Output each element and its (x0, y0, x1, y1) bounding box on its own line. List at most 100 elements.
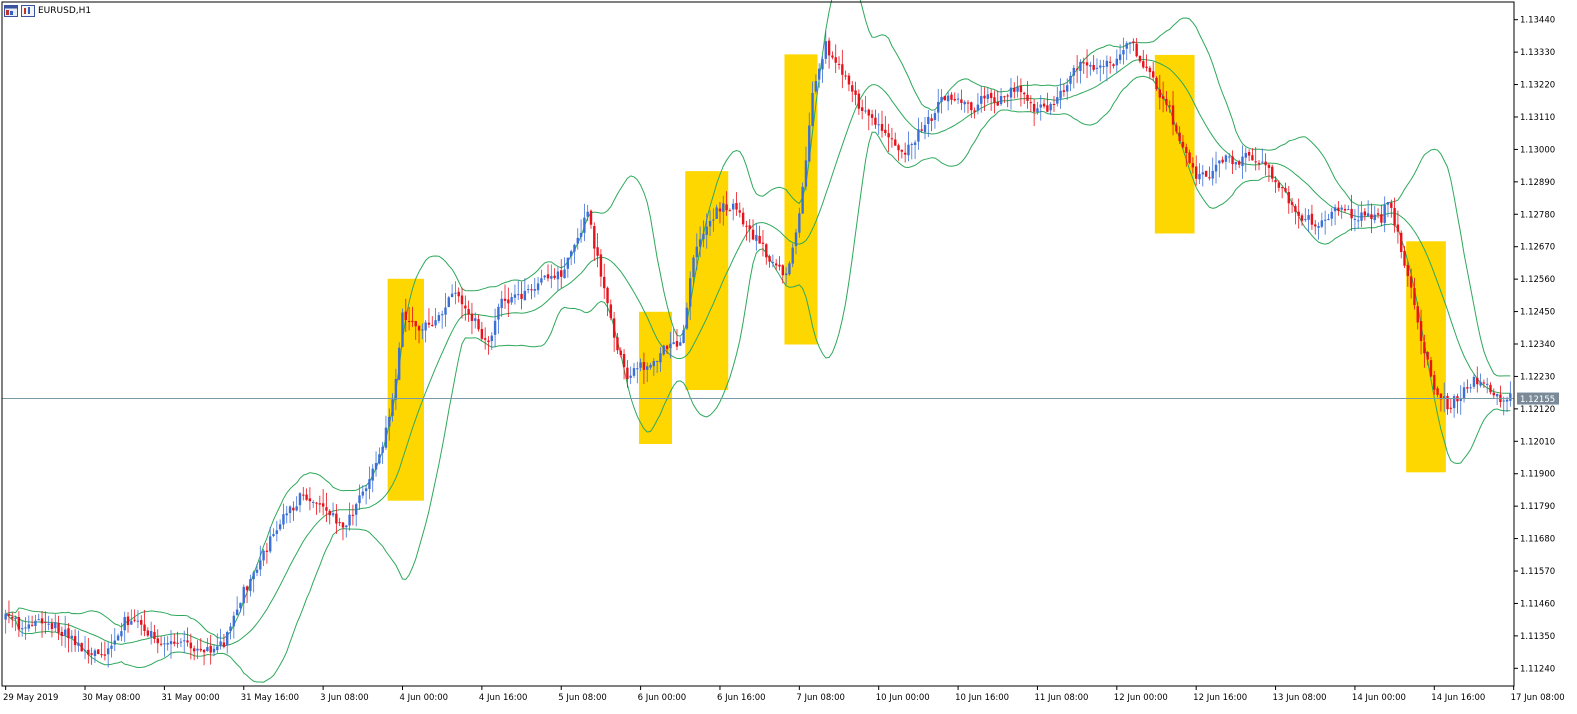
candle-body (183, 640, 186, 642)
candle-body (143, 624, 146, 631)
y-tick-label: 1.12230 (1520, 372, 1555, 382)
candle-body (7, 613, 11, 616)
candle-body (1264, 161, 1267, 166)
candle-body (1066, 85, 1069, 92)
candle-body (543, 275, 546, 278)
candle-body (814, 81, 818, 92)
candle-body (196, 648, 199, 651)
candle-body (345, 525, 348, 528)
candle-body (745, 225, 748, 227)
candle-body (510, 297, 513, 303)
candle-body (285, 513, 288, 516)
candle-body (1049, 103, 1052, 111)
candle-body (424, 322, 427, 331)
candle-body (1079, 61, 1082, 71)
candle-body (113, 640, 116, 645)
candle-body (930, 118, 933, 121)
candle-body (255, 569, 259, 573)
candle-body (434, 320, 437, 326)
candle-body (1185, 147, 1188, 153)
candle-body (1032, 104, 1036, 112)
x-tick-label: 31 May 00:00 (161, 693, 219, 703)
axes-layer: 1.13440 1.13330 1.13220 1.13110 1.13000 1.128… (1, 1, 1565, 703)
current-price-tag (1517, 392, 1559, 405)
candle-body (1016, 86, 1019, 92)
candle-body (202, 649, 206, 653)
y-tick-label: 1.13110 (1520, 113, 1555, 123)
chart-title-bar: EURUSD,H1 (4, 3, 91, 19)
candle-body (1214, 164, 1218, 172)
candle-body (1042, 103, 1046, 107)
y-tick-label: 1.11460 (1520, 599, 1555, 609)
candle-body (229, 626, 232, 631)
candle-body (50, 623, 54, 629)
y-tick-label: 1.13220 (1520, 81, 1555, 91)
candle-body (1380, 214, 1383, 223)
candle-body (232, 615, 236, 627)
highlight-box (1406, 241, 1446, 473)
candle-body (738, 210, 742, 213)
candle-body (662, 345, 665, 355)
candle-body (1271, 166, 1274, 179)
candle-body (811, 92, 814, 127)
candle-body (1495, 393, 1499, 397)
candle-body (652, 361, 656, 367)
candle-body (189, 642, 193, 649)
candle-body (407, 321, 411, 323)
candle-body (874, 117, 877, 125)
candle-body (1072, 67, 1076, 76)
candle-body (219, 641, 222, 646)
candle-body (1443, 396, 1446, 398)
candle-body (956, 98, 960, 100)
candle-body (460, 295, 464, 305)
candle-body (646, 366, 649, 370)
candle-body (226, 632, 229, 646)
terminal-icon (4, 2, 18, 21)
candle-body (1069, 76, 1072, 84)
candle-body (698, 239, 702, 247)
candle-body (308, 498, 312, 502)
candle-body (950, 94, 953, 100)
candle-body (70, 635, 73, 639)
candle-body (328, 510, 331, 516)
candle-body (722, 203, 725, 212)
candle-body (1056, 97, 1059, 104)
candle-body (259, 560, 262, 570)
candle-body (689, 278, 692, 307)
candle-body (784, 273, 788, 276)
candle-body (212, 648, 216, 653)
candle-body (1366, 213, 1370, 217)
candle-body (1505, 399, 1509, 402)
candle-body (632, 368, 636, 376)
x-tick-label: 7 Jun 08:00 (796, 693, 845, 703)
candle-body (1237, 161, 1241, 165)
y-tick-label: 1.13330 (1520, 48, 1555, 58)
candle-body (278, 524, 282, 530)
candle-body (493, 320, 497, 335)
candle-body (609, 304, 613, 318)
y-tick-label: 1.11240 (1520, 664, 1555, 674)
y-tick-label: 1.12670 (1520, 243, 1555, 253)
candle-body (1089, 64, 1092, 67)
candle-body (1386, 202, 1390, 205)
x-tick-label: 3 Jun 08:00 (320, 693, 369, 703)
candle-body (325, 507, 328, 511)
candle-body (1409, 276, 1413, 288)
candle-body (1003, 96, 1006, 98)
candle-body (146, 630, 150, 636)
candle-body (864, 110, 867, 112)
candle-body (394, 379, 398, 400)
candle-body (1297, 211, 1300, 216)
highlight-layer (387, 54, 1446, 501)
candle-body (606, 287, 609, 304)
candle-body (1013, 87, 1016, 92)
candle-body (123, 616, 126, 631)
candle-body (774, 263, 778, 266)
candle-body (669, 343, 672, 349)
x-tick-label: 4 Jun 16:00 (479, 693, 528, 703)
candle-body (427, 322, 431, 325)
candle-body (116, 635, 120, 641)
candle-body (368, 479, 371, 489)
